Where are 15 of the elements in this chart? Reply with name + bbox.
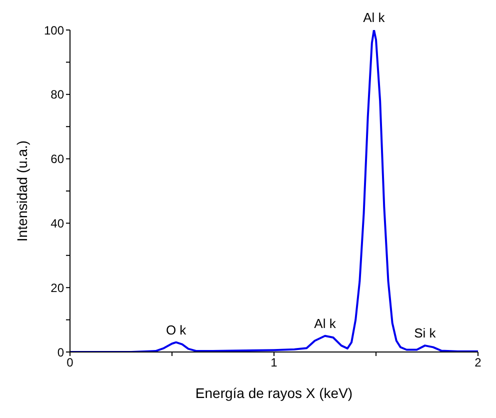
annotation: Al k [363, 10, 386, 25]
y-tick-label: 80 [50, 88, 64, 102]
x-tick-label: 0 [66, 356, 74, 370]
y-tick-label: 100 [44, 23, 64, 38]
annotation: O k [166, 322, 187, 338]
x-tick-label: 2 [474, 356, 482, 370]
y-tick-label: 60 [50, 152, 64, 166]
annotation: Si k [414, 326, 436, 341]
x-tick-label: 1 [270, 356, 278, 370]
y-tick-label: 40 [50, 216, 64, 230]
y-tick-label: 20 [50, 280, 64, 295]
y-tick-label: 0 [57, 345, 64, 360]
x-axis-title: Energía de rayos X (keV) [195, 385, 353, 401]
annotation: Al k [314, 316, 336, 331]
y-axis-title: Intensidad (u.a.) [14, 140, 30, 242]
